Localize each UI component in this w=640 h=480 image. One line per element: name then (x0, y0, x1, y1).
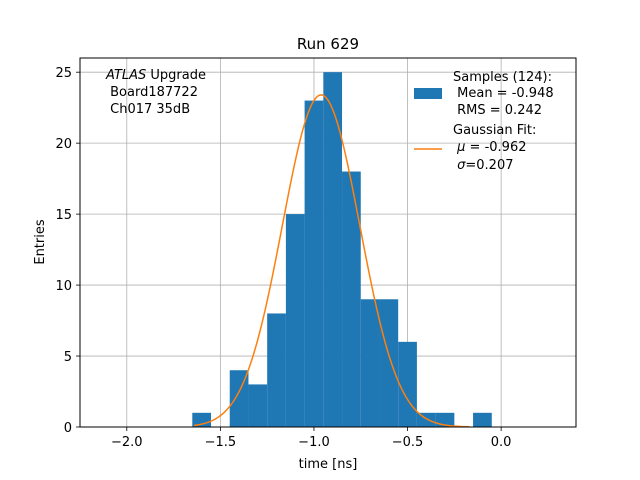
histogram-bar-15 (473, 412, 492, 427)
histogram-bar-10 (379, 299, 399, 427)
histogram-bar-5 (285, 214, 305, 427)
annotation-line-2: Board187722 (106, 85, 198, 100)
annotation-line1-rest: Upgrade (146, 68, 206, 83)
annotation-line-1: ATLAS Upgrade (105, 68, 206, 83)
legend-fit-sigma: σ=0.207 (453, 158, 514, 173)
gaussian-fit-curve (194, 94, 470, 428)
y-tick-label-4: 20 (55, 137, 72, 152)
x-tick-label-4: 0.0 (491, 435, 512, 450)
legend-fit-mu-symbol: μ (456, 140, 465, 155)
legend-samples-line-3: RMS = 0.242 (453, 103, 542, 118)
histogram-bar-4 (267, 313, 286, 427)
x-axis-label: time [ns] (299, 457, 358, 472)
histogram-bar-11 (398, 341, 417, 427)
annotation-box: ATLAS Upgrade Board187722 Ch017 35dB (105, 68, 206, 117)
legend-samples-swatch (414, 88, 442, 99)
plot-frame (79, 57, 577, 428)
annotation-italic: ATLAS (105, 68, 146, 83)
y-axis-label: Entries (33, 219, 48, 265)
legend-fit-sigma-symbol: σ (457, 158, 466, 173)
annotation-line-3: Ch017 35dB (106, 102, 190, 117)
histogram-bar-3 (248, 384, 268, 427)
y-tick-label-0: 0 (64, 421, 72, 436)
y-axis-ticks: 0 5 10 15 20 25 (55, 66, 80, 436)
histogram-bar-9 (360, 299, 380, 427)
legend-fit-mu-value: = -0.962 (465, 140, 526, 155)
histogram-bars (192, 72, 492, 428)
legend-samples-line-2: Mean = -0.948 (453, 86, 554, 101)
legend-fit-sigma-value: =0.207 (465, 158, 513, 173)
x-tick-label-2: −1.0 (298, 435, 330, 450)
histogram-bar-8 (342, 171, 361, 427)
x-tick-label-0: −2.0 (111, 435, 143, 450)
y-tick-label-5: 25 (55, 66, 72, 81)
histogram-bar-7 (323, 72, 343, 427)
histogram-bar-2 (229, 370, 249, 427)
legend-fit-mu: μ = -0.962 (453, 140, 527, 155)
chart-title: Run 629 (297, 35, 359, 53)
x-tick-label-1: −1.5 (205, 435, 237, 450)
y-tick-label-1: 5 (64, 350, 72, 365)
y-tick-label-3: 15 (55, 208, 72, 223)
x-axis-ticks: −2.0 −1.5 −1.0 −0.5 0.0 (111, 427, 511, 450)
legend: Samples (124): Mean = -0.948 RMS = 0.242… (414, 70, 554, 173)
y-tick-label-2: 10 (55, 279, 72, 294)
x-tick-label-3: −0.5 (392, 435, 424, 450)
legend-samples-line-1: Samples (124): (453, 70, 552, 85)
legend-fit-line-1: Gaussian Fit: (453, 123, 536, 138)
histogram-bar-6 (304, 100, 324, 428)
